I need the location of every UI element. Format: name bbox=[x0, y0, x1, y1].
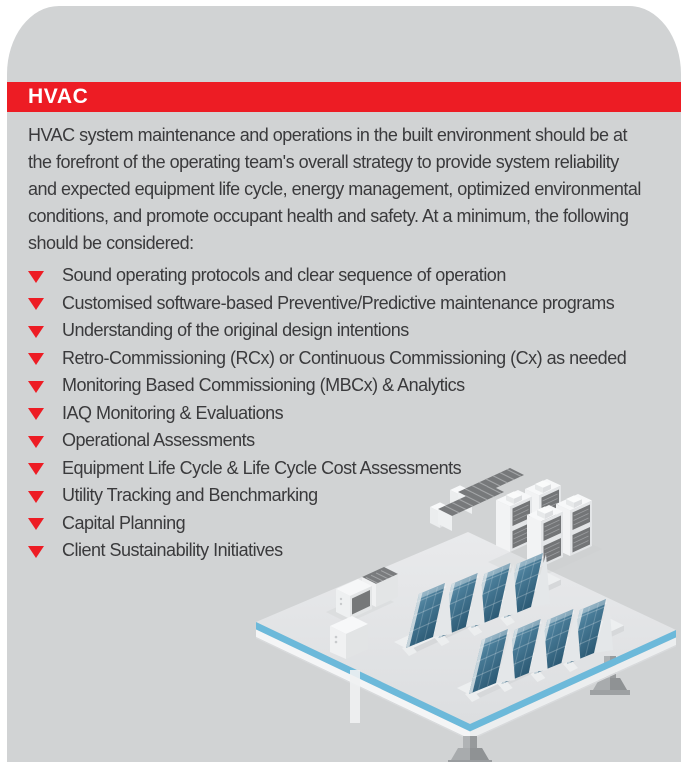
list-item-text: Retro-Commissioning (RCx) or Continuous … bbox=[62, 347, 627, 368]
triangle-bullet-icon bbox=[28, 518, 44, 531]
triangle-bullet-icon bbox=[28, 463, 44, 476]
list-item-text: Sound operating protocols and clear sequ… bbox=[62, 265, 506, 286]
support-leg bbox=[448, 736, 492, 762]
section-title: HVAC bbox=[28, 85, 89, 108]
list-item-text: Client Sustainability Initiatives bbox=[62, 540, 283, 561]
list-item: IAQ Monitoring & Evaluations bbox=[28, 400, 668, 428]
list-item: Utility Tracking and Benchmarking bbox=[28, 482, 668, 510]
rooftop-illustration bbox=[256, 467, 676, 762]
list-item-text: Understanding of the original design int… bbox=[62, 320, 409, 341]
support-pillar bbox=[350, 670, 360, 723]
roof-edge bbox=[256, 622, 676, 741]
triangle-bullet-icon bbox=[28, 545, 44, 558]
list-item: Equipment Life Cycle & Life Cycle Cost A… bbox=[28, 455, 668, 483]
rooftop-condenser-icon bbox=[336, 567, 398, 619]
list-item: Monitoring Based Commissioning (MBCx) & … bbox=[28, 372, 668, 400]
list-item: Sound operating protocols and clear sequ… bbox=[28, 262, 668, 290]
list-item-text: Monitoring Based Commissioning (MBCx) & … bbox=[62, 375, 465, 396]
triangle-bullet-icon bbox=[28, 353, 44, 366]
list-item: Capital Planning bbox=[28, 510, 668, 538]
triangle-bullet-icon bbox=[28, 408, 44, 421]
list-item: Client Sustainability Initiatives bbox=[28, 537, 668, 565]
triangle-bullet-icon bbox=[28, 490, 44, 503]
list-item-text: Capital Planning bbox=[62, 512, 186, 533]
triangle-bullet-icon bbox=[28, 380, 44, 393]
list-item: Customised software-based Preventive/Pre… bbox=[28, 290, 668, 318]
list-item: Understanding of the original design int… bbox=[28, 317, 668, 345]
triangle-bullet-icon bbox=[28, 270, 44, 283]
list-item-text: Utility Tracking and Benchmarking bbox=[62, 485, 318, 506]
triangle-bullet-icon bbox=[28, 325, 44, 338]
list-item: Retro-Commissioning (RCx) or Continuous … bbox=[28, 345, 668, 373]
considerations-list: Sound operating protocols and clear sequ… bbox=[28, 262, 668, 565]
section-header: HVAC bbox=[7, 82, 681, 112]
list-item-text: IAQ Monitoring & Evaluations bbox=[62, 402, 284, 423]
hvac-card: HVAC HVAC system maintenance and operati… bbox=[7, 6, 681, 762]
list-item-text: Operational Assessments bbox=[62, 430, 255, 451]
triangle-bullet-icon bbox=[28, 435, 44, 448]
rooftop-box-unit-icon bbox=[330, 616, 368, 659]
intro-paragraph: HVAC system maintenance and operations i… bbox=[28, 125, 641, 253]
list-item-text: Customised software-based Preventive/Pre… bbox=[62, 292, 615, 313]
triangle-bullet-icon bbox=[28, 298, 44, 311]
list-item-text: Equipment Life Cycle & Life Cycle Cost A… bbox=[62, 457, 462, 478]
list-item: Operational Assessments bbox=[28, 427, 668, 455]
